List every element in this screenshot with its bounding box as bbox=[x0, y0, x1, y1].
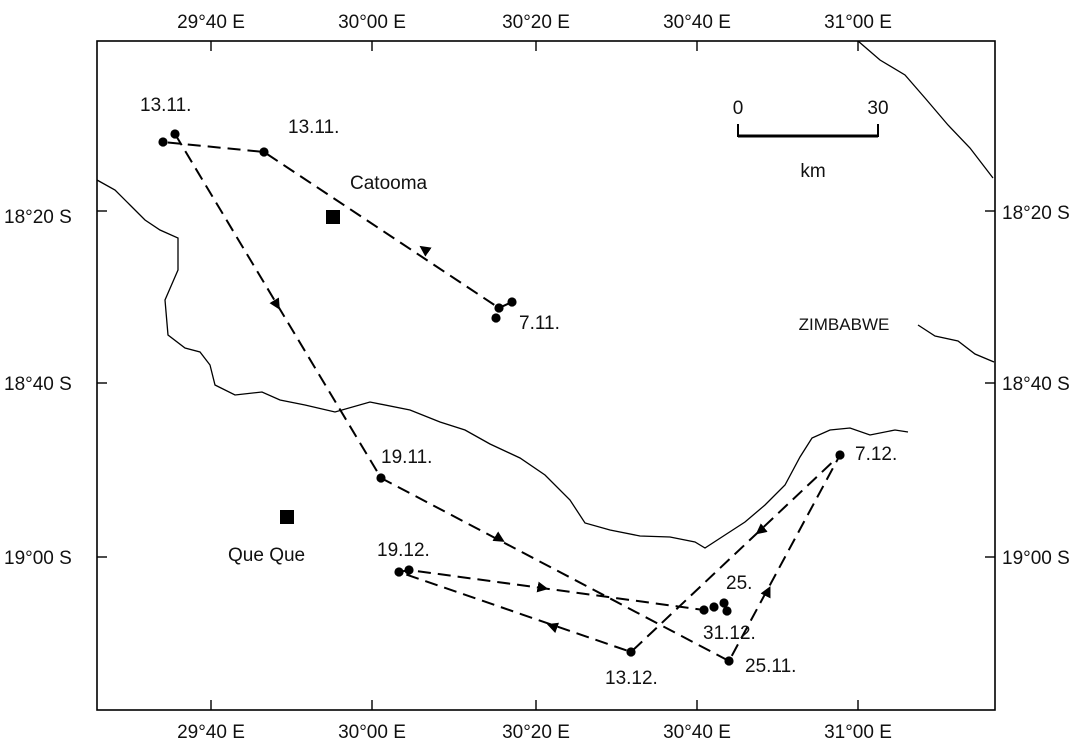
top-tick-label: 30°00 E bbox=[338, 12, 406, 33]
bottom-axis-labels: 29°40 E 30°00 E 30°20 E 30°40 E 31°00 E bbox=[177, 722, 892, 743]
location-dot bbox=[722, 606, 732, 616]
left-axis-labels: 18°20 S 18°40 S 19°00 S bbox=[4, 207, 72, 569]
location-dot bbox=[699, 605, 709, 615]
town-label-que-que: Que Que bbox=[228, 545, 305, 566]
bottom-tick-label: 30°40 E bbox=[663, 722, 731, 743]
date-label: 7.11. bbox=[519, 313, 560, 334]
left-tick-label: 19°00 S bbox=[4, 548, 72, 569]
town-label-catooma: Catooma bbox=[350, 173, 428, 194]
top-tick-label: 29°40 E bbox=[177, 12, 245, 33]
map-frame bbox=[96, 40, 996, 711]
right-tick-label: 18°20 S bbox=[1002, 203, 1070, 224]
location-dots bbox=[158, 129, 845, 666]
date-label: 13.11. bbox=[288, 117, 339, 138]
date-label: 25.11. bbox=[745, 656, 796, 677]
bottom-tick-label: 30°20 E bbox=[502, 722, 570, 743]
scale-start-label: 0 bbox=[733, 98, 744, 119]
location-dot bbox=[709, 602, 719, 612]
left-tick-label: 18°20 S bbox=[4, 207, 72, 228]
right-tick-label: 18°40 S bbox=[1002, 374, 1070, 395]
main-boundary-line bbox=[96, 179, 909, 549]
left-tick-label: 18°40 S bbox=[4, 374, 72, 395]
east-boundary-line bbox=[917, 324, 995, 363]
top-tick-label: 31°00 E bbox=[824, 12, 892, 33]
location-dot bbox=[719, 598, 729, 608]
location-dot bbox=[494, 303, 504, 313]
top-tick-label: 30°20 E bbox=[502, 12, 570, 33]
date-label: 13.12. bbox=[605, 668, 658, 689]
date-label: 7.12. bbox=[855, 444, 897, 465]
northeast-boundary-line bbox=[857, 40, 994, 179]
location-dot bbox=[507, 297, 517, 307]
location-dot bbox=[835, 450, 845, 460]
frame-ticks bbox=[97, 41, 995, 710]
town-marker-que-que bbox=[280, 510, 294, 524]
bottom-tick-label: 31°00 E bbox=[824, 722, 892, 743]
direction-arrows bbox=[269, 245, 771, 634]
date-labels: 13.11. 13.11. 7.11. 19.11. 19.12. 25. 31… bbox=[140, 95, 897, 689]
date-label: 19.12. bbox=[377, 540, 430, 561]
date-label: 19.11. bbox=[381, 447, 432, 468]
location-dot bbox=[404, 565, 414, 575]
location-dot bbox=[724, 656, 734, 666]
boundary-lines bbox=[96, 40, 995, 549]
scale-unit-label: km bbox=[800, 161, 825, 182]
top-tick-label: 30°40 E bbox=[663, 12, 731, 33]
scale-bar: 0 30 km bbox=[733, 98, 889, 182]
top-axis-labels: 29°40 E 30°00 E 30°20 E 30°40 E 31°00 E bbox=[177, 12, 892, 33]
date-label: 25. bbox=[726, 573, 752, 594]
location-dot bbox=[170, 129, 180, 139]
scale-end-label: 30 bbox=[867, 98, 888, 119]
location-dot bbox=[376, 473, 386, 483]
date-label: 13.11. bbox=[140, 95, 191, 116]
location-dot bbox=[158, 137, 168, 147]
arrow-head bbox=[419, 245, 432, 257]
town-marker-catooma bbox=[326, 210, 340, 224]
location-dot bbox=[259, 147, 269, 157]
bottom-tick-label: 30°00 E bbox=[338, 722, 406, 743]
date-label: 31.12. bbox=[703, 623, 756, 644]
country-label: ZIMBABWE bbox=[799, 315, 890, 334]
location-dot bbox=[626, 647, 636, 657]
location-dot bbox=[394, 567, 404, 577]
right-tick-label: 19°00 S bbox=[1002, 548, 1070, 569]
bottom-tick-label: 29°40 E bbox=[177, 722, 245, 743]
right-axis-labels: 18°20 S 18°40 S 19°00 S bbox=[1002, 203, 1070, 569]
location-dot bbox=[491, 313, 501, 323]
